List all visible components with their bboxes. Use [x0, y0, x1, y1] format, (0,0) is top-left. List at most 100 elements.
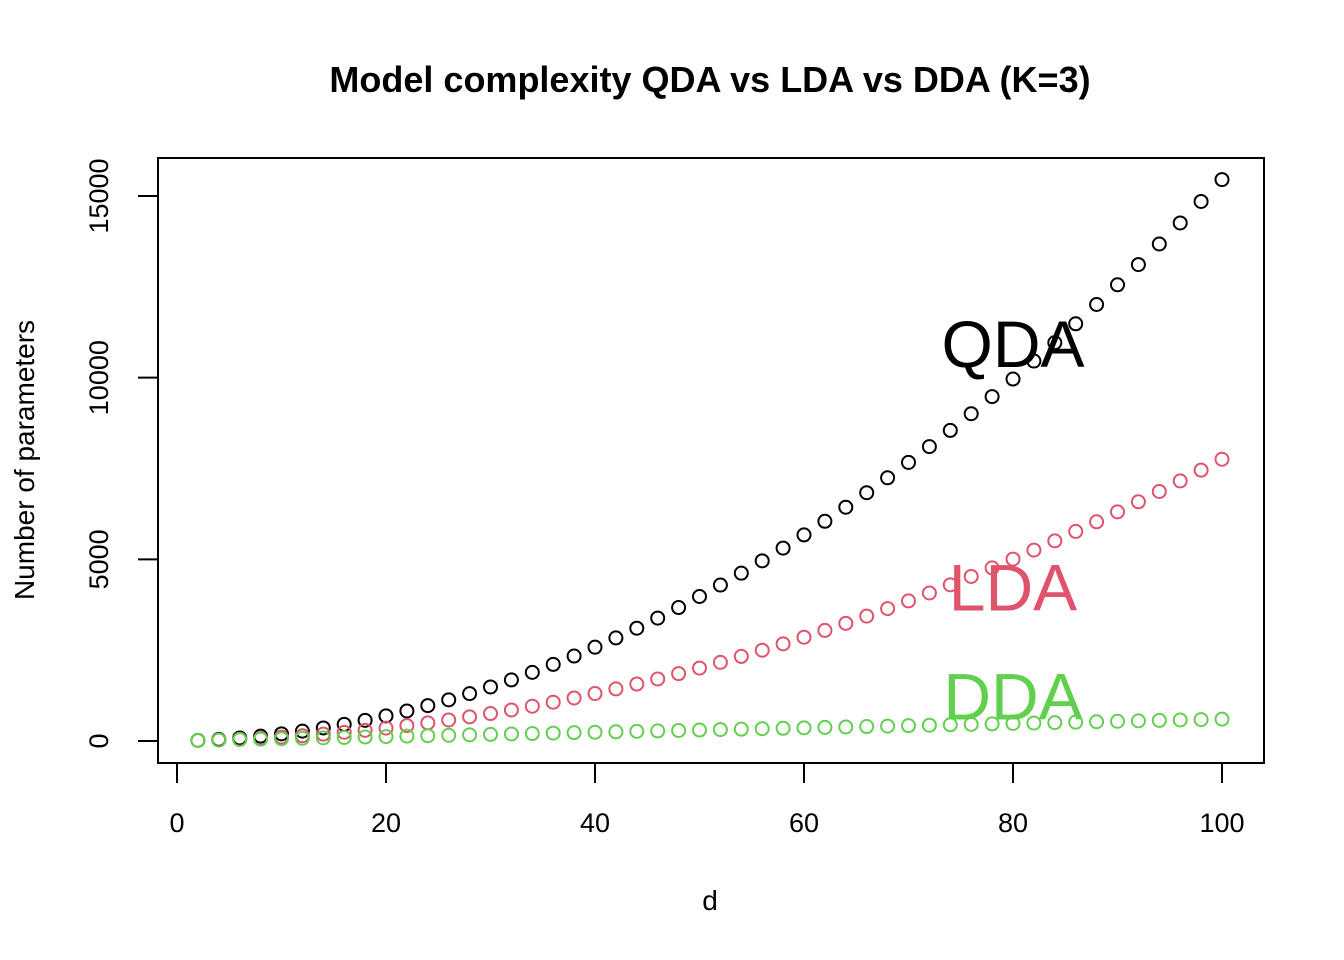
point-lda	[1214, 451, 1230, 467]
point-qda	[1047, 335, 1063, 351]
point-qda	[984, 389, 1000, 405]
point-lda	[880, 601, 896, 617]
x-tick-label: 0	[169, 808, 184, 838]
y-tick-label: 15000	[84, 158, 114, 233]
point-dda	[190, 732, 206, 748]
point-lda	[817, 622, 833, 638]
point-lda	[1026, 542, 1042, 558]
point-dda	[838, 719, 854, 735]
x-tick-label: 100	[1199, 808, 1244, 838]
data-points	[190, 172, 1230, 748]
point-qda	[838, 499, 854, 515]
point-qda	[901, 454, 916, 470]
point-qda	[1089, 296, 1105, 312]
point-dda	[1130, 713, 1146, 729]
point-lda	[1110, 504, 1125, 520]
x-tick-label: 20	[371, 808, 401, 838]
point-qda	[712, 577, 728, 593]
point-qda	[357, 712, 373, 728]
point-dda	[984, 716, 1000, 732]
point-qda	[775, 540, 791, 556]
point-dda	[1047, 715, 1063, 731]
point-qda	[587, 639, 603, 655]
point-lda	[1005, 551, 1021, 567]
point-qda	[1005, 371, 1021, 387]
point-dda	[211, 732, 227, 748]
point-dda	[692, 722, 707, 738]
point-lda	[671, 666, 687, 682]
point-qda	[733, 565, 749, 581]
point-lda	[733, 648, 749, 664]
point-dda	[274, 731, 289, 747]
point-dda	[357, 729, 373, 745]
point-dda	[399, 728, 415, 744]
point-qda	[754, 553, 770, 569]
point-dda	[1151, 712, 1167, 728]
point-dda	[1026, 715, 1042, 731]
point-qda	[462, 686, 478, 702]
point-dda	[629, 723, 645, 739]
x-axis: 0 20 40 60 80 100	[169, 762, 1245, 838]
x-tick-label: 60	[789, 808, 819, 838]
point-dda	[608, 724, 624, 740]
point-dda	[859, 719, 875, 735]
point-dda	[315, 730, 331, 746]
point-lda	[441, 712, 457, 728]
point-qda	[859, 485, 875, 501]
point-dda	[503, 726, 519, 742]
point-dda	[1172, 712, 1188, 728]
point-lda	[921, 585, 937, 601]
point-lda	[754, 642, 770, 658]
point-dda	[963, 716, 979, 732]
point-qda	[399, 703, 415, 719]
point-lda	[775, 636, 791, 652]
plot-area-frame	[157, 157, 1265, 764]
point-lda	[859, 608, 875, 624]
point-lda	[838, 615, 854, 631]
point-dda	[754, 721, 770, 737]
point-qda	[796, 527, 812, 543]
point-lda	[587, 686, 603, 702]
point-qda	[1068, 316, 1084, 332]
point-qda	[817, 513, 833, 529]
point-lda	[483, 706, 498, 722]
point-lda	[901, 593, 916, 609]
point-qda	[671, 600, 687, 616]
y-tick-label: 0	[84, 733, 114, 748]
x-tick-label: 80	[998, 808, 1028, 838]
point-dda	[733, 721, 749, 737]
point-dda	[294, 730, 310, 746]
point-lda	[420, 715, 436, 731]
point-lda	[942, 577, 958, 593]
point-lda	[712, 654, 728, 670]
point-dda	[462, 727, 478, 743]
point-lda	[524, 698, 540, 714]
point-dda	[1193, 712, 1209, 728]
x-tick-label: 40	[580, 808, 610, 838]
point-qda	[1130, 257, 1146, 273]
point-lda	[963, 568, 979, 584]
point-dda	[336, 729, 352, 745]
x-axis-label: d	[702, 885, 718, 916]
point-lda	[1193, 462, 1209, 478]
point-lda	[503, 702, 519, 718]
point-dda	[545, 725, 561, 741]
point-dda	[378, 729, 394, 745]
point-lda	[608, 681, 624, 697]
point-dda	[420, 728, 436, 744]
point-qda	[378, 708, 394, 724]
point-qda	[629, 620, 645, 636]
point-lda	[1047, 533, 1063, 549]
point-dda	[1068, 714, 1084, 730]
point-dda	[1110, 713, 1125, 729]
point-lda	[650, 671, 666, 687]
point-dda	[483, 726, 498, 742]
y-axis: 0 5000 10000 15000	[84, 158, 159, 749]
y-tick-label: 10000	[84, 340, 114, 415]
point-dda	[880, 718, 896, 734]
point-dda	[921, 717, 937, 733]
point-lda	[984, 560, 1000, 576]
point-dda	[232, 732, 248, 748]
series-label-qda: QDA	[941, 307, 1084, 381]
point-dda	[775, 720, 791, 736]
